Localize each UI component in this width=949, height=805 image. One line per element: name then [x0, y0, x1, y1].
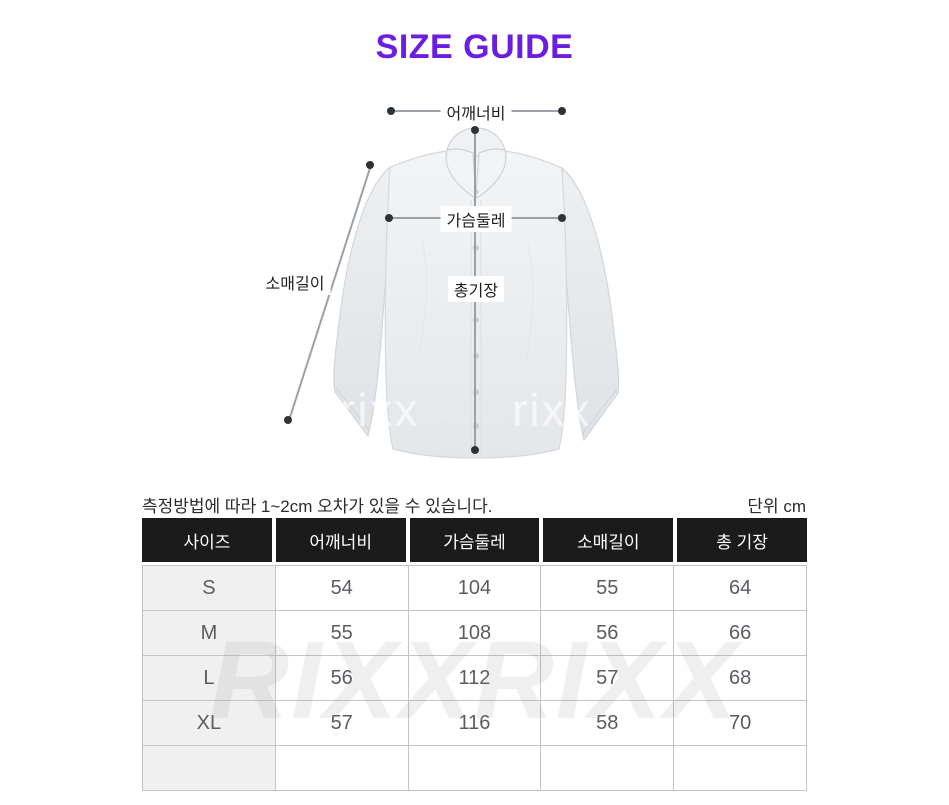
value-cell: 68 — [673, 655, 807, 701]
table-row-l: L 56 112 57 68 — [142, 655, 807, 701]
size-cell: L — [142, 655, 276, 701]
value-cell: 112 — [407, 655, 542, 701]
total-length-label: 총기장 — [447, 276, 505, 302]
shirt-collar-right-leaf — [475, 148, 507, 199]
shoulder-width-label: 어깨너비 — [440, 99, 512, 125]
measure-dot — [471, 446, 479, 454]
measure-dot — [558, 107, 566, 115]
value-cell: 55 — [540, 565, 675, 611]
table-row-xl: XL 57 116 58 70 — [142, 700, 807, 746]
sleeve-length-label: 소매길이 — [259, 269, 331, 295]
size-cell: XL — [142, 700, 276, 746]
empty-cell — [274, 745, 409, 791]
size-table: 사이즈 어깨너비 가슴둘레 소매길이 총 기장 S 54 104 55 64 M… — [142, 518, 807, 791]
table-row-s: S 54 104 55 64 — [142, 565, 807, 611]
table-row-m: M 55 108 56 66 — [142, 610, 807, 656]
chest-girth-label: 가슴둘레 — [440, 206, 512, 232]
empty-cell — [142, 745, 276, 791]
measure-dot — [385, 214, 393, 222]
empty-cell — [540, 745, 675, 791]
table-header-chest: 가슴둘레 — [409, 518, 540, 562]
value-cell: 57 — [540, 655, 675, 701]
value-cell: 108 — [407, 610, 542, 656]
measure-dot — [558, 214, 566, 222]
measure-dot — [366, 161, 374, 169]
shirt-wrinkle-lines — [418, 239, 534, 430]
shirt-right-sleeve — [561, 166, 620, 442]
table-header-sleeve: 소매길이 — [543, 518, 674, 562]
size-cell: S — [142, 565, 276, 611]
shirt-left-cuff-line — [335, 387, 370, 431]
shirt-placket — [470, 200, 482, 453]
table-header-shoulder: 어깨너비 — [275, 518, 406, 562]
value-cell: 56 — [540, 610, 675, 656]
value-cell: 58 — [540, 700, 675, 746]
measurement-disclaimer: 측정방법에 따라 1~2cm 오차가 있을 수 있습니다. — [142, 497, 493, 516]
value-cell: 56 — [274, 655, 409, 701]
measure-dot — [284, 416, 292, 424]
value-cell: 64 — [673, 565, 807, 611]
table-header-row: 사이즈 어깨너비 가슴둘레 소매길이 총 기장 — [142, 518, 807, 562]
shirt-image — [333, 127, 620, 459]
shirt-right-cuff-line — [582, 388, 618, 434]
value-cell: 104 — [407, 565, 542, 611]
size-cell: M — [142, 610, 276, 656]
empty-cell — [673, 745, 807, 791]
table-header-size: 사이즈 — [142, 518, 272, 562]
value-cell: 54 — [274, 565, 409, 611]
value-cell: 70 — [673, 700, 807, 746]
value-cell: 57 — [274, 700, 409, 746]
unit-label: 단위 cm — [747, 497, 806, 516]
measure-dot — [387, 107, 395, 115]
empty-cell — [407, 745, 542, 791]
page-title: SIZE GUIDE — [375, 28, 574, 66]
table-row-empty — [142, 745, 807, 791]
shirt-left-sleeve — [333, 165, 391, 438]
table-body: S 54 104 55 64 M 55 108 56 66 L 56 112 5… — [142, 565, 807, 791]
table-header-length: 총 기장 — [677, 518, 807, 562]
value-cell: 116 — [407, 700, 542, 746]
measure-dot — [471, 126, 479, 134]
value-cell: 66 — [673, 610, 807, 656]
value-cell: 55 — [274, 610, 409, 656]
